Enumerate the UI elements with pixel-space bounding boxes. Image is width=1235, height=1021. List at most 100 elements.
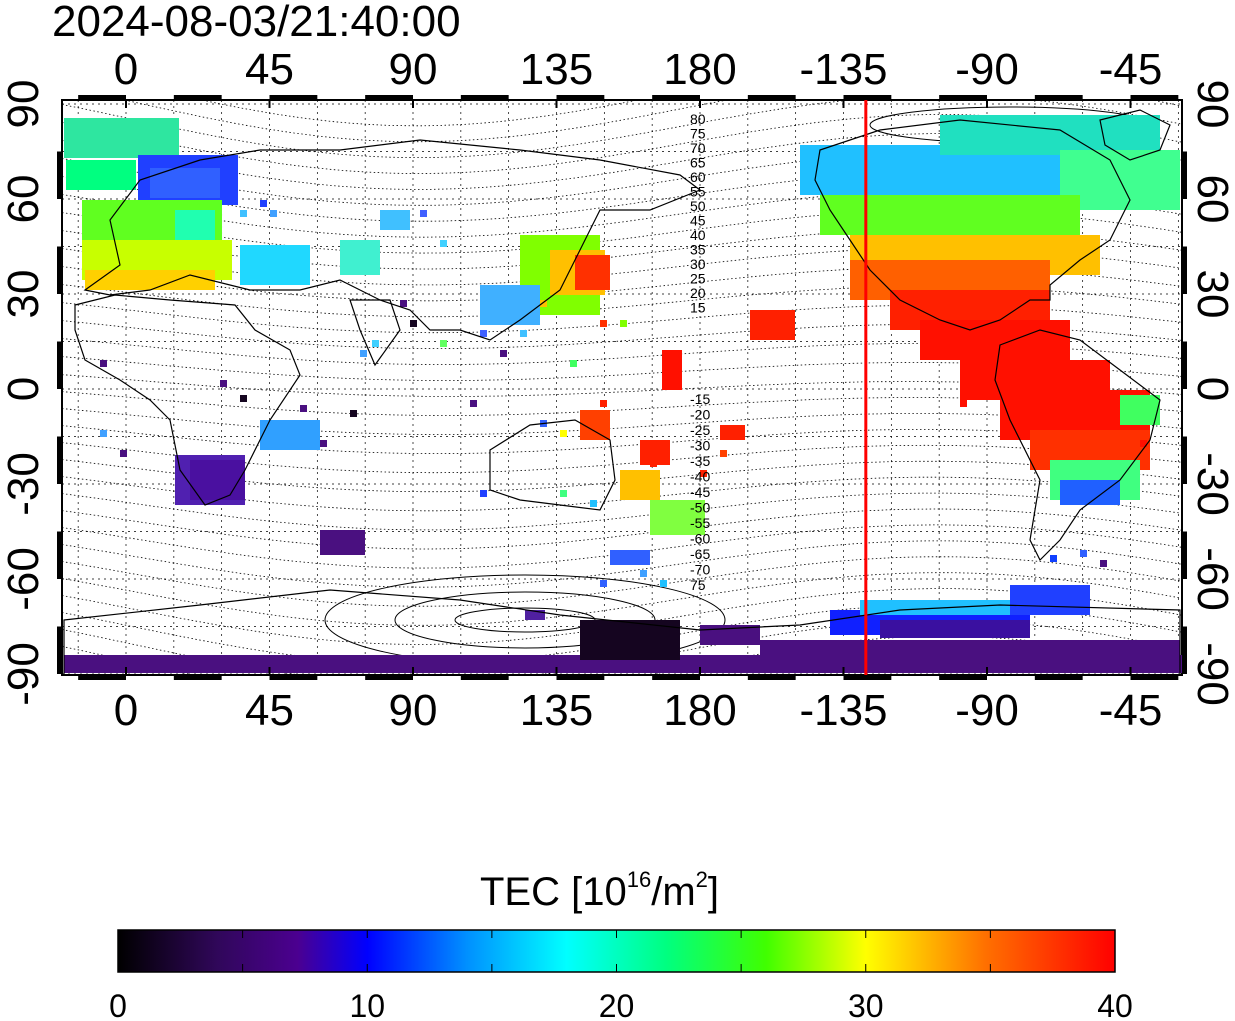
coastline bbox=[74, 294, 301, 506]
tec-cell bbox=[525, 610, 545, 620]
tec-cell bbox=[1100, 560, 1107, 567]
bottom-lon-tick-label: 135 bbox=[520, 686, 593, 735]
contour-label: 15 bbox=[690, 300, 706, 316]
colorbar-title-sup: 16 bbox=[627, 867, 651, 892]
coastlines bbox=[63, 109, 1181, 675]
tec-cell bbox=[240, 210, 247, 217]
tec-cell bbox=[66, 160, 136, 190]
axis-bar bbox=[57, 341, 62, 389]
contour-label: 60 bbox=[690, 169, 706, 185]
tec-cell bbox=[580, 410, 610, 440]
right-lat-tick-label: 90 bbox=[1188, 80, 1235, 129]
tec-cell bbox=[620, 320, 627, 327]
top-lon-tick-label: 0 bbox=[114, 45, 138, 94]
tec-cell bbox=[175, 210, 215, 240]
mag-contour bbox=[62, 171, 1182, 222]
axis-bar bbox=[652, 95, 700, 100]
tec-cell bbox=[700, 625, 760, 645]
left-lat-tick-label: -90 bbox=[0, 642, 48, 706]
left-lat-tick-label: 30 bbox=[0, 270, 48, 319]
contour-label: -50 bbox=[690, 500, 710, 516]
bottom-lon-tick-label: 0 bbox=[114, 686, 138, 735]
top-lon-tick-label: -90 bbox=[955, 45, 1019, 94]
axis-bar bbox=[556, 95, 605, 100]
tec-cell bbox=[470, 400, 477, 407]
axis-bar bbox=[1182, 626, 1187, 674]
axis-bar bbox=[1182, 246, 1187, 294]
tec-cell bbox=[500, 350, 507, 357]
mag-contour bbox=[62, 338, 1182, 365]
contour-label: 70 bbox=[690, 140, 706, 156]
axis-bar bbox=[1182, 531, 1187, 579]
tec-cell bbox=[380, 210, 410, 230]
tec-cell bbox=[1060, 480, 1120, 505]
mag-contour bbox=[62, 572, 1182, 626]
mag-contour bbox=[62, 408, 1182, 435]
colorbar-tick-label: 30 bbox=[848, 988, 884, 1021]
axis-bar bbox=[57, 436, 62, 484]
left-lat-tick-label: 90 bbox=[0, 80, 48, 129]
top-lon-tick-label: -135 bbox=[799, 45, 887, 94]
contour-label: -20 bbox=[690, 407, 710, 423]
mag-contour bbox=[62, 524, 1182, 569]
contour-label: 50 bbox=[690, 198, 706, 214]
axis-bar bbox=[1130, 675, 1179, 680]
bottom-longitude-axis: 0 45 90 135 180 -135 -90 -45 bbox=[78, 667, 1179, 735]
contour-label: -40 bbox=[690, 469, 710, 485]
colorbar-title-end: ] bbox=[708, 870, 719, 914]
tec-cell bbox=[440, 340, 447, 347]
contour-label: 75 bbox=[690, 577, 706, 593]
bottom-lon-tick-label: -45 bbox=[1099, 686, 1163, 735]
contour-label: -30 bbox=[690, 438, 710, 454]
contour-label: -55 bbox=[690, 515, 710, 531]
tec-cell bbox=[600, 400, 607, 407]
right-lat-tick-label: 0 bbox=[1188, 377, 1235, 401]
tec-cell bbox=[750, 310, 795, 340]
tec-cell bbox=[880, 620, 1030, 638]
axis-bar bbox=[365, 95, 413, 100]
mag-contour bbox=[62, 320, 1182, 349]
axis-bar bbox=[1034, 95, 1083, 100]
tec-cell bbox=[600, 320, 607, 327]
contour-label: 25 bbox=[690, 271, 706, 287]
contour-label: 45 bbox=[690, 213, 706, 229]
tec-cell bbox=[600, 580, 607, 587]
coastline bbox=[83, 139, 702, 341]
axis-bar bbox=[57, 531, 62, 579]
mag-contour bbox=[62, 540, 1182, 588]
right-lat-tick-label: -60 bbox=[1188, 547, 1235, 611]
coastline bbox=[994, 329, 1161, 562]
contour-label: 65 bbox=[690, 155, 706, 171]
top-lon-tick-label: 45 bbox=[245, 45, 294, 94]
tec-cell bbox=[620, 470, 660, 500]
bottom-lon-tick-label: -135 bbox=[799, 686, 887, 735]
tec-cell bbox=[270, 210, 277, 217]
axis-bar bbox=[843, 675, 892, 680]
tec-cell bbox=[150, 168, 220, 198]
colorbar-ticks: 0 10 20 30 40 bbox=[109, 930, 1133, 1021]
tec-cell bbox=[1010, 585, 1090, 615]
mag-contour bbox=[62, 476, 1182, 512]
tec-cell bbox=[260, 420, 320, 450]
colorbar-title-unit-sup: 2 bbox=[696, 867, 708, 892]
tec-cell bbox=[590, 500, 597, 507]
tec-cell bbox=[575, 255, 610, 290]
top-longitude-axis: 0 45 90 135 180 -135 -90 -45 bbox=[78, 45, 1179, 108]
tec-cell bbox=[300, 405, 307, 412]
tec-cell bbox=[480, 330, 487, 337]
tec-cell bbox=[120, 450, 127, 457]
colorbar-tick-label: 40 bbox=[1097, 988, 1133, 1021]
tec-cell bbox=[820, 195, 1080, 235]
tec-cell bbox=[560, 490, 567, 497]
mag-contour bbox=[62, 492, 1182, 531]
tec-cell bbox=[480, 490, 487, 497]
mag-contour bbox=[62, 391, 1182, 416]
tec-cell bbox=[320, 440, 327, 447]
tec-cell bbox=[480, 285, 540, 325]
axis-bar bbox=[939, 95, 987, 100]
contour-label: 20 bbox=[690, 285, 706, 301]
axis-bar bbox=[1034, 675, 1083, 680]
right-lat-tick-label: 30 bbox=[1188, 270, 1235, 319]
axis-bar bbox=[1182, 436, 1187, 484]
bottom-lon-tick-label: -90 bbox=[955, 686, 1019, 735]
